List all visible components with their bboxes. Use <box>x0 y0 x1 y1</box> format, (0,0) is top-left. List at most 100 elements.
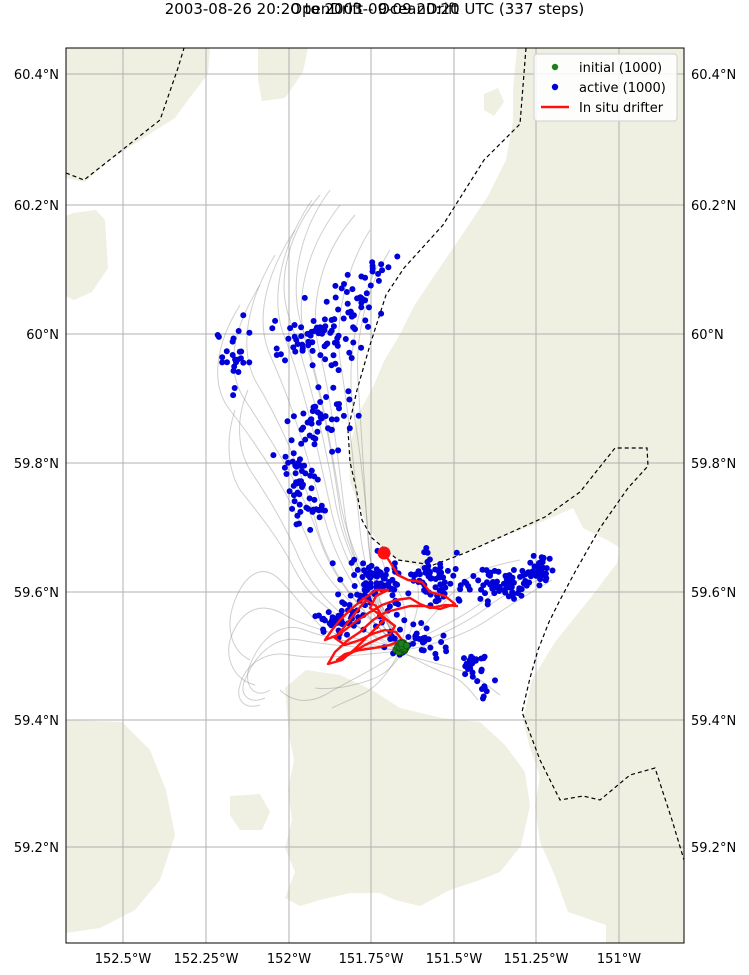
legend-initial-label: initial (1000) <box>579 61 662 76</box>
active-particle <box>438 639 445 645</box>
active-particle <box>310 506 317 513</box>
active-particle <box>303 504 310 511</box>
active-particle <box>437 564 444 571</box>
active-particle <box>421 634 428 641</box>
active-particle <box>305 342 312 349</box>
active-particle <box>224 359 230 366</box>
active-particle <box>478 586 485 593</box>
active-particle <box>469 673 476 680</box>
active-particle <box>345 309 352 316</box>
active-particle <box>311 473 318 480</box>
active-particle <box>302 470 309 477</box>
active-particle <box>536 582 543 589</box>
active-particle <box>536 560 542 567</box>
active-particle <box>329 560 336 567</box>
active-particle <box>330 323 337 330</box>
active-particle <box>405 590 412 597</box>
lat-tick-label: 59.2°N <box>691 841 736 856</box>
trajectory-track <box>228 409 402 650</box>
active-particle <box>358 344 365 351</box>
active-particle <box>313 324 320 331</box>
active-particle <box>316 514 323 521</box>
active-particle <box>335 447 342 454</box>
active-particle <box>375 571 382 577</box>
active-particle <box>345 388 352 395</box>
lat-tick-label: 60.2°N <box>691 199 736 214</box>
active-particle <box>526 579 533 586</box>
active-particle <box>354 566 361 573</box>
active-particle <box>293 521 300 528</box>
active-particle <box>294 489 301 496</box>
active-particle <box>283 471 290 477</box>
active-particle <box>273 345 280 352</box>
active-particle <box>432 576 439 582</box>
active-particle <box>335 612 342 619</box>
active-particle <box>285 459 292 466</box>
active-particle <box>421 565 428 571</box>
land-south-islet <box>230 794 270 830</box>
active-particle <box>369 268 376 275</box>
lat-tick-label: 60°N <box>691 328 724 343</box>
trajectory-track <box>217 304 400 648</box>
active-particle <box>482 590 488 597</box>
active-particle <box>483 688 490 695</box>
lon-tick-labels: 152.5°W 152.25°W 152°W 151.75°W 151.5°W … <box>95 952 642 967</box>
active-particle <box>294 480 301 487</box>
active-particle <box>328 427 335 434</box>
active-particle <box>235 328 242 334</box>
active-particle <box>528 573 534 580</box>
active-particle <box>232 356 239 363</box>
land-west-peninsula <box>66 720 175 933</box>
lon-tick-label: 151.5°W <box>426 952 483 967</box>
active-particle <box>427 644 434 651</box>
active-particle <box>309 408 316 415</box>
active-particle <box>340 412 347 419</box>
active-particle <box>484 601 491 608</box>
active-particle <box>282 453 289 460</box>
active-particle <box>336 405 342 412</box>
active-particle <box>355 412 362 419</box>
legend-active-marker <box>551 83 559 91</box>
legend-active-label: active (1000) <box>579 81 666 96</box>
active-particle <box>307 526 314 533</box>
active-particle <box>440 632 447 639</box>
lon-tick-label: 152.25°W <box>174 952 239 967</box>
active-particle <box>238 348 245 355</box>
active-particle <box>231 385 238 391</box>
active-particle <box>432 584 439 591</box>
active-particle <box>300 410 307 417</box>
active-particle <box>440 583 446 590</box>
active-particle <box>383 582 390 589</box>
active-particle <box>383 566 390 573</box>
active-particle <box>290 344 297 351</box>
active-particle <box>483 567 490 574</box>
active-particle <box>332 282 339 289</box>
active-particle <box>324 340 331 347</box>
active-particle <box>491 590 498 597</box>
active-particle <box>229 352 236 358</box>
active-particle <box>308 467 315 474</box>
active-particle <box>219 354 226 361</box>
active-particle <box>368 562 375 569</box>
active-particle <box>442 644 449 651</box>
active-particle <box>330 352 337 359</box>
active-particle <box>286 488 293 495</box>
active-particle <box>320 626 327 633</box>
land-northwest <box>66 48 210 182</box>
active-particle <box>304 330 311 337</box>
land-coast-islet <box>484 88 504 116</box>
active-particle <box>440 574 447 581</box>
active-particle <box>518 592 525 599</box>
trajectory-track <box>279 649 402 701</box>
active-particle <box>310 318 317 324</box>
active-particle <box>455 596 462 603</box>
active-particle <box>328 317 335 323</box>
active-particle <box>378 310 385 317</box>
boundary-northwest <box>66 48 185 181</box>
trajectory-track <box>401 557 429 650</box>
chart-title-line-1: OpenDrift - OceanDrift <box>290 0 459 18</box>
active-particle <box>491 567 498 574</box>
legend-box <box>533 53 678 122</box>
trajectory-track <box>314 651 403 690</box>
active-particle <box>346 349 353 356</box>
